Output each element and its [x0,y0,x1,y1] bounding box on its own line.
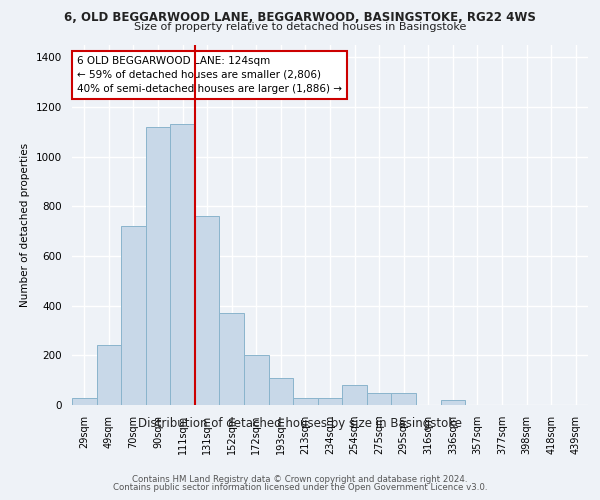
Bar [367,392,391,405]
Bar [195,216,220,405]
Bar [342,385,367,405]
Text: 6 OLD BEGGARWOOD LANE: 124sqm
← 59% of detached houses are smaller (2,806)
40% o: 6 OLD BEGGARWOOD LANE: 124sqm ← 59% of d… [77,56,342,94]
Bar [72,398,97,405]
Y-axis label: Number of detached properties: Number of detached properties [20,143,31,307]
Bar [220,313,244,405]
Bar [146,127,170,405]
Bar [121,226,146,405]
Bar [440,400,465,405]
Text: Contains public sector information licensed under the Open Government Licence v3: Contains public sector information licen… [113,484,487,492]
Text: Distribution of detached houses by size in Basingstoke: Distribution of detached houses by size … [138,418,462,430]
Bar [97,346,121,405]
Bar [318,398,342,405]
Bar [244,356,269,405]
Bar [170,124,195,405]
Text: 6, OLD BEGGARWOOD LANE, BEGGARWOOD, BASINGSTOKE, RG22 4WS: 6, OLD BEGGARWOOD LANE, BEGGARWOOD, BASI… [64,11,536,24]
Bar [293,398,318,405]
Bar [269,378,293,405]
Bar [391,392,416,405]
Text: Size of property relative to detached houses in Basingstoke: Size of property relative to detached ho… [134,22,466,32]
Text: Contains HM Land Registry data © Crown copyright and database right 2024.: Contains HM Land Registry data © Crown c… [132,475,468,484]
